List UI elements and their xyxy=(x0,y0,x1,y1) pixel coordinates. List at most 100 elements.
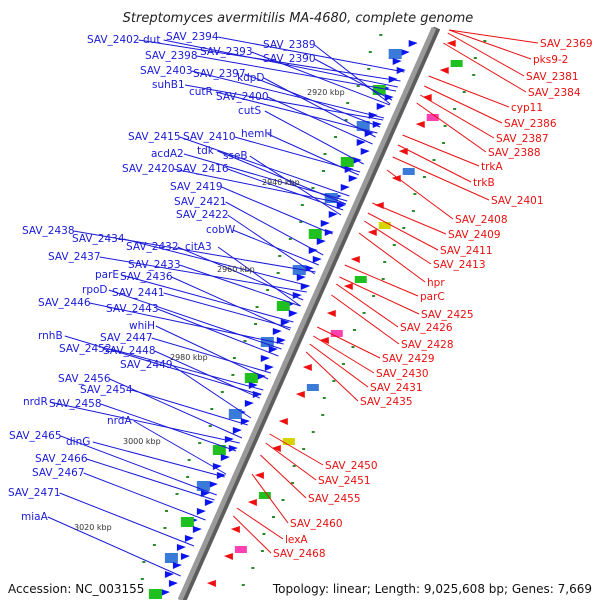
left-leader-line xyxy=(157,308,279,357)
right-leader-line xyxy=(312,335,375,374)
forward-gene-arrow xyxy=(232,427,242,434)
left-leader-line xyxy=(100,403,237,452)
reverse-gene-arrow xyxy=(295,391,305,398)
ruler-tick xyxy=(243,340,247,342)
ruler-tick xyxy=(187,459,191,461)
ruler-tick xyxy=(311,187,315,189)
right-label-sav-2411: SAV_2411 xyxy=(440,245,493,257)
kbp-marker: 2940 kbp xyxy=(262,178,300,187)
left-leader-line xyxy=(92,441,225,478)
left-label-hemh: hemH xyxy=(241,128,272,140)
genome-backbone-shadow xyxy=(179,26,441,600)
right-label-sav-2381: SAV_2381 xyxy=(526,71,579,83)
reverse-gene-arrow xyxy=(398,148,408,155)
feature-block xyxy=(164,553,178,563)
left-label-sav-2416: SAV_2416 xyxy=(176,163,229,175)
forward-gene-arrow xyxy=(320,220,330,227)
right-label-sav-2435: SAV_2435 xyxy=(360,396,413,408)
left-label-miaa: miaA xyxy=(21,511,49,523)
right-gene-labels: SAV_2369 pks9-2 SAV_2381 SAV_2384 cyp11 SAV_2… xyxy=(273,38,593,560)
right-label-sav-2386: SAV_2386 xyxy=(504,118,557,130)
ruler-tick xyxy=(220,391,224,393)
reverse-gene-arrow xyxy=(446,40,456,47)
left-label-sav-2441: SAV_2441 xyxy=(112,287,165,299)
kbp-marker: 3000 kbp xyxy=(123,437,161,446)
left-label-sav-2437: SAV_2437 xyxy=(48,251,101,263)
feature-block xyxy=(372,85,386,95)
ruler-tick xyxy=(321,170,325,172)
forward-gene-arrow xyxy=(160,589,170,596)
ruler-tick xyxy=(291,482,295,484)
feature-block xyxy=(426,114,439,121)
left-label-suhb1: suhB1 xyxy=(152,79,185,91)
right-label-sav-2388: SAV_2388 xyxy=(488,147,541,159)
forward-gene-arrow xyxy=(344,166,354,173)
forward-gene-arrow xyxy=(340,184,350,191)
left-label-sav-2420: SAV_2420 xyxy=(122,163,175,175)
right-leader-line xyxy=(420,94,495,139)
left-leader-line xyxy=(249,155,342,216)
ruler-tick xyxy=(302,448,306,450)
left-label-leaders xyxy=(47,36,405,577)
forward-genes xyxy=(148,40,418,599)
right-label-sav-2468: SAV_2468 xyxy=(273,548,326,560)
reverse-genes xyxy=(206,40,463,587)
feature-block xyxy=(180,517,194,527)
ruler-tick xyxy=(383,261,387,263)
reverse-gene-arrow xyxy=(278,418,288,425)
right-leader-line xyxy=(260,454,307,499)
right-leader-line xyxy=(428,75,510,108)
forward-gene-arrow xyxy=(220,454,230,461)
left-label-pare: parE xyxy=(95,269,119,281)
reverse-gene-arrow xyxy=(206,580,216,587)
forward-gene-arrow xyxy=(396,67,406,74)
reverse-gene-arrow xyxy=(415,121,425,128)
ruler-tick xyxy=(392,244,396,246)
feature-block xyxy=(306,384,319,391)
right-leader-line xyxy=(336,283,399,328)
left-leader-line xyxy=(121,274,294,323)
feature-block xyxy=(244,373,258,383)
right-leader-line xyxy=(364,220,432,265)
left-label-sav-2436: SAV_2436 xyxy=(120,271,173,283)
feature-block xyxy=(260,337,274,347)
feature-block xyxy=(282,438,295,445)
left-label-sav-2398: SAV_2398 xyxy=(145,50,198,62)
right-leader-line xyxy=(397,144,472,183)
forward-gene-arrow xyxy=(292,292,302,299)
right-label-lexa: lexA xyxy=(285,534,308,546)
left-leader-line xyxy=(60,435,217,496)
ruler-tick xyxy=(332,380,336,382)
ruler-tick xyxy=(432,159,436,161)
left-leader-line xyxy=(64,335,262,396)
reverse-gene-arrow xyxy=(271,445,281,452)
left-leader-line xyxy=(267,96,373,145)
ruler-tick xyxy=(299,221,303,223)
left-leader-line xyxy=(163,292,291,329)
feature-block xyxy=(148,589,162,599)
right-label-sav-2408: SAV_2408 xyxy=(455,214,508,226)
right-label-sav-2425: SAV_2425 xyxy=(421,309,474,321)
left-label-sav-2421: SAV_2421 xyxy=(174,196,227,208)
left-label-sav-2458: SAV_2458 xyxy=(49,398,102,410)
left-leader-line xyxy=(138,39,401,82)
left-leader-line xyxy=(108,289,282,350)
forward-gene-arrow xyxy=(260,355,270,362)
left-leader-line xyxy=(191,70,385,119)
forward-gene-arrow xyxy=(268,346,278,353)
left-leader-line xyxy=(171,364,252,419)
left-leader-line xyxy=(110,348,264,391)
forward-gene-arrow xyxy=(328,211,338,218)
forward-gene-arrow xyxy=(216,472,226,479)
ruler-tick xyxy=(262,533,266,535)
forward-gene-arrow xyxy=(408,40,418,47)
left-gene-labels: SAV_2394 SAV_2402 dut SAV_2393 SAV_2389 SAV_2… xyxy=(8,31,316,523)
left-leader-line xyxy=(232,229,319,266)
kbp-marker: 3020 kbp xyxy=(74,523,112,532)
forward-gene-arrow xyxy=(384,94,394,101)
reverse-gene-arrow xyxy=(422,94,432,101)
reverse-gene-arrow xyxy=(230,526,240,533)
ruler-tick xyxy=(186,476,190,478)
reverse-gene-arrow xyxy=(247,499,257,506)
kbp-marker: 2980 kbp xyxy=(170,353,208,362)
